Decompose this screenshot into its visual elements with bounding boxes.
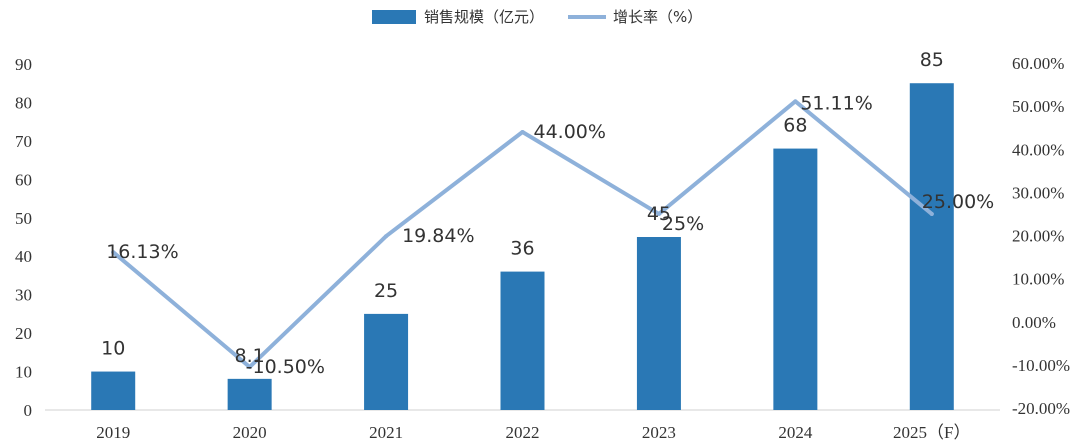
line-point [929, 211, 934, 216]
line-point [384, 234, 389, 239]
left-tick-label: 90 [15, 55, 32, 74]
bar-value-label: 10 [101, 338, 125, 360]
left-tick-label: 0 [24, 401, 33, 420]
right-tick-label: 10.00% [1012, 270, 1064, 289]
line-point [656, 211, 661, 216]
bar-value-label: 45 [647, 203, 671, 225]
line-point [247, 365, 252, 370]
right-tick-label: 40.00% [1012, 140, 1064, 159]
right-tick-label: 50.00% [1012, 97, 1064, 116]
x-tick-label: 2022 [506, 423, 540, 442]
bar-data-labels: 10 8.1 25 36 45 68 85 [101, 49, 944, 367]
bar-value-label: 8.1 [235, 345, 265, 367]
line-value-label: 19.84% [402, 225, 474, 247]
left-tick-label: 80 [15, 93, 32, 112]
legend-label-bar: 销售规模（亿元） [424, 8, 544, 26]
legend-swatch-bar [372, 10, 416, 24]
x-tick-label: 2021 [369, 423, 403, 442]
left-y-axis: 0 10 20 30 40 50 60 70 80 90 [15, 55, 32, 420]
x-axis: 2019 2020 2021 2022 2023 2024 2025（F） [45, 409, 1000, 442]
line-value-label: 44.00% [534, 121, 606, 143]
right-tick-label: -10.00% [1012, 356, 1070, 375]
right-tick-label: 60.00% [1012, 54, 1064, 73]
legend-label-line: 增长率（%） [613, 8, 702, 26]
bar-series [91, 83, 954, 411]
right-tick-label: 30.00% [1012, 183, 1064, 202]
bar [636, 237, 681, 410]
bar-value-label: 85 [920, 49, 944, 71]
bar-value-label: 68 [783, 115, 807, 137]
bar [500, 271, 545, 410]
x-tick-label: 2023 [642, 423, 676, 442]
line-point [111, 250, 116, 255]
bar [364, 313, 409, 410]
right-y-axis: -20.00% -10.00% 0.00% 10.00% 20.00% 30.00% 40.… [1012, 54, 1070, 418]
line-point [793, 99, 798, 104]
left-tick-label: 60 [15, 170, 32, 189]
left-tick-label: 30 [15, 286, 32, 305]
x-tick-label: 2019 [96, 423, 130, 442]
right-tick-label: 20.00% [1012, 227, 1064, 246]
left-tick-label: 40 [15, 247, 32, 266]
line-value-label: 25.00% [922, 191, 994, 213]
line-series [111, 99, 934, 370]
bar-value-label: 36 [510, 238, 534, 260]
line-point [520, 130, 525, 134]
legend: 销售规模（亿元） 增长率（%） [372, 8, 702, 26]
left-tick-label: 10 [15, 363, 32, 382]
line-value-label: 16.13% [106, 241, 178, 263]
bar [227, 378, 272, 410]
right-tick-label: 0.00% [1012, 313, 1056, 332]
x-tick-label: 2020 [233, 423, 267, 442]
left-tick-label: 70 [15, 132, 32, 151]
line-value-label: 51.11% [800, 92, 872, 114]
line-value-label: -10.50% [246, 356, 325, 378]
x-tick-label: 2024 [778, 423, 813, 442]
left-tick-label: 50 [15, 209, 32, 228]
right-tick-label: -20.00% [1012, 399, 1070, 418]
line-value-label: 25% [662, 213, 704, 235]
x-tick-label: 2025（F） [893, 423, 970, 442]
left-tick-label: 20 [15, 324, 32, 343]
line-data-labels: 16.13% -10.50% 19.84% 44.00% 25% 51.11% 25.00% [106, 92, 994, 378]
bar [773, 148, 818, 411]
bar-value-label: 25 [374, 280, 398, 302]
bar [91, 371, 136, 410]
bar [909, 83, 954, 410]
